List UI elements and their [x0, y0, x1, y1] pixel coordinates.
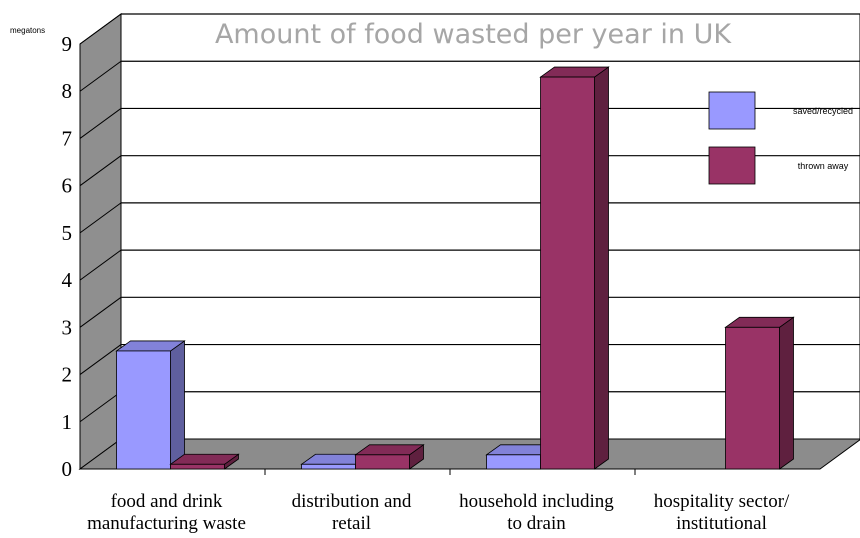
y-tick-label: 3 [62, 315, 73, 339]
wall-gridline [79, 13, 122, 45]
wall-gridline [79, 391, 122, 423]
wall-gridline [79, 249, 122, 281]
bar-saved-recycled [115, 340, 186, 470]
wall-gridline [79, 296, 122, 328]
y-tick-label: 6 [62, 174, 73, 198]
x-category-label: distribution and retail [292, 491, 412, 534]
bar-thrown-away [539, 66, 610, 470]
y-tick-label: 5 [62, 221, 73, 245]
wall-gridline [79, 108, 122, 139]
x-category-label: household including to drain [459, 491, 614, 534]
wall-gridline [79, 344, 122, 375]
wall-gridline [79, 202, 122, 234]
chart-title: Amount of food wasted per year in UK [215, 19, 732, 50]
wall-gridline [79, 155, 122, 187]
x-category-label: hospitality sector/institutional [654, 491, 790, 534]
bar-thrown-away [354, 444, 425, 470]
x-category-label: food and drink manufacturing waste [87, 491, 246, 534]
legend-label: thrown away [798, 161, 849, 171]
y-tick-label: 4 [62, 268, 73, 292]
y-tick-label: 7 [62, 126, 73, 150]
legend-item: saved/recycled [708, 91, 853, 130]
wall-gridline [79, 60, 122, 92]
y-axis-ticks: 0 1 2 3 4 5 6 7 8 9 [62, 32, 73, 481]
bar-thrown-away [169, 453, 240, 470]
legend-item: thrown away [708, 146, 849, 185]
legend-swatch [708, 91, 756, 130]
left-wall [79, 13, 122, 470]
y-tick-label: 0 [62, 457, 73, 481]
y-tick-label: 8 [62, 79, 73, 103]
legend-swatch [708, 146, 756, 185]
y-axis-unit-label: megatons [10, 26, 45, 35]
y-tick-label: 1 [62, 410, 73, 434]
y-tick-label: 9 [62, 32, 73, 56]
bars [115, 66, 795, 470]
bar-thrown-away [724, 316, 795, 470]
x-axis-categories: food and drink manufacturing waste distrib… [87, 491, 790, 534]
legend: saved/recycled thrown away [708, 91, 853, 185]
y-tick-label: 2 [62, 363, 73, 387]
legend-label: saved/recycled [793, 106, 853, 116]
